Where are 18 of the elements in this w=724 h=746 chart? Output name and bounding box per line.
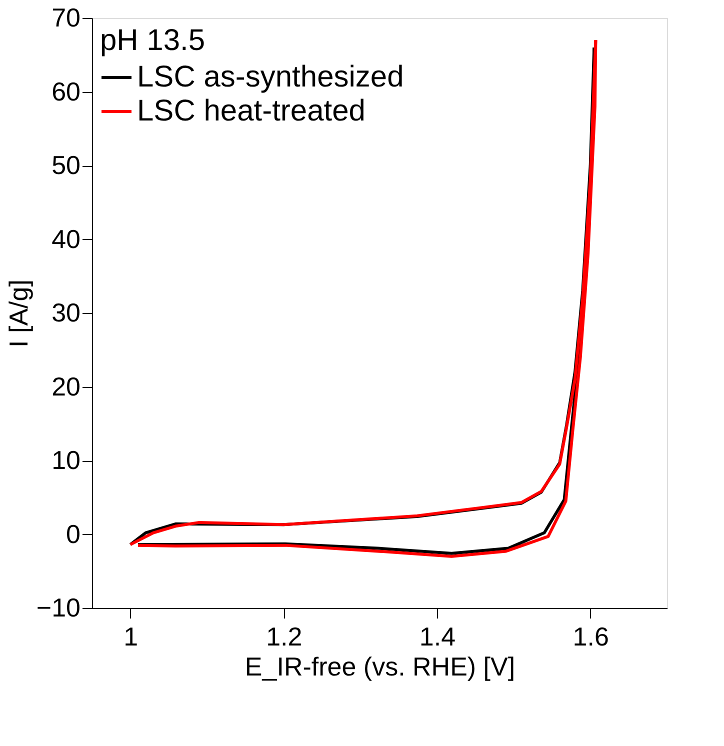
x-tick-label: 1.4: [419, 622, 456, 652]
x-tick-label: 1.6: [572, 622, 609, 652]
y-axis-title: I [A/g]: [3, 280, 34, 348]
x-tick-label: 1: [124, 622, 138, 652]
y-tick-label: 30: [52, 298, 80, 328]
legend-title: pH 13.5: [100, 24, 206, 57]
legend-label: LSC heat-treated: [137, 94, 366, 128]
y-tick-label: 20: [52, 371, 80, 402]
y-tick-label: 60: [52, 76, 80, 106]
x-axis-title: E_IR-free (vs. RHE) [V]: [244, 652, 516, 682]
y-tick-label: 70: [52, 2, 80, 32]
legend-label: LSC as-synthesized: [137, 60, 404, 94]
x-tick-label: 1.2: [266, 622, 302, 652]
y-tick-label: 40: [52, 224, 80, 254]
y-tick-label: −10: [36, 592, 80, 622]
y-tick-label: 10: [52, 445, 80, 475]
y-tick-label: 0: [66, 518, 80, 549]
y-tick-label: 50: [52, 150, 80, 180]
